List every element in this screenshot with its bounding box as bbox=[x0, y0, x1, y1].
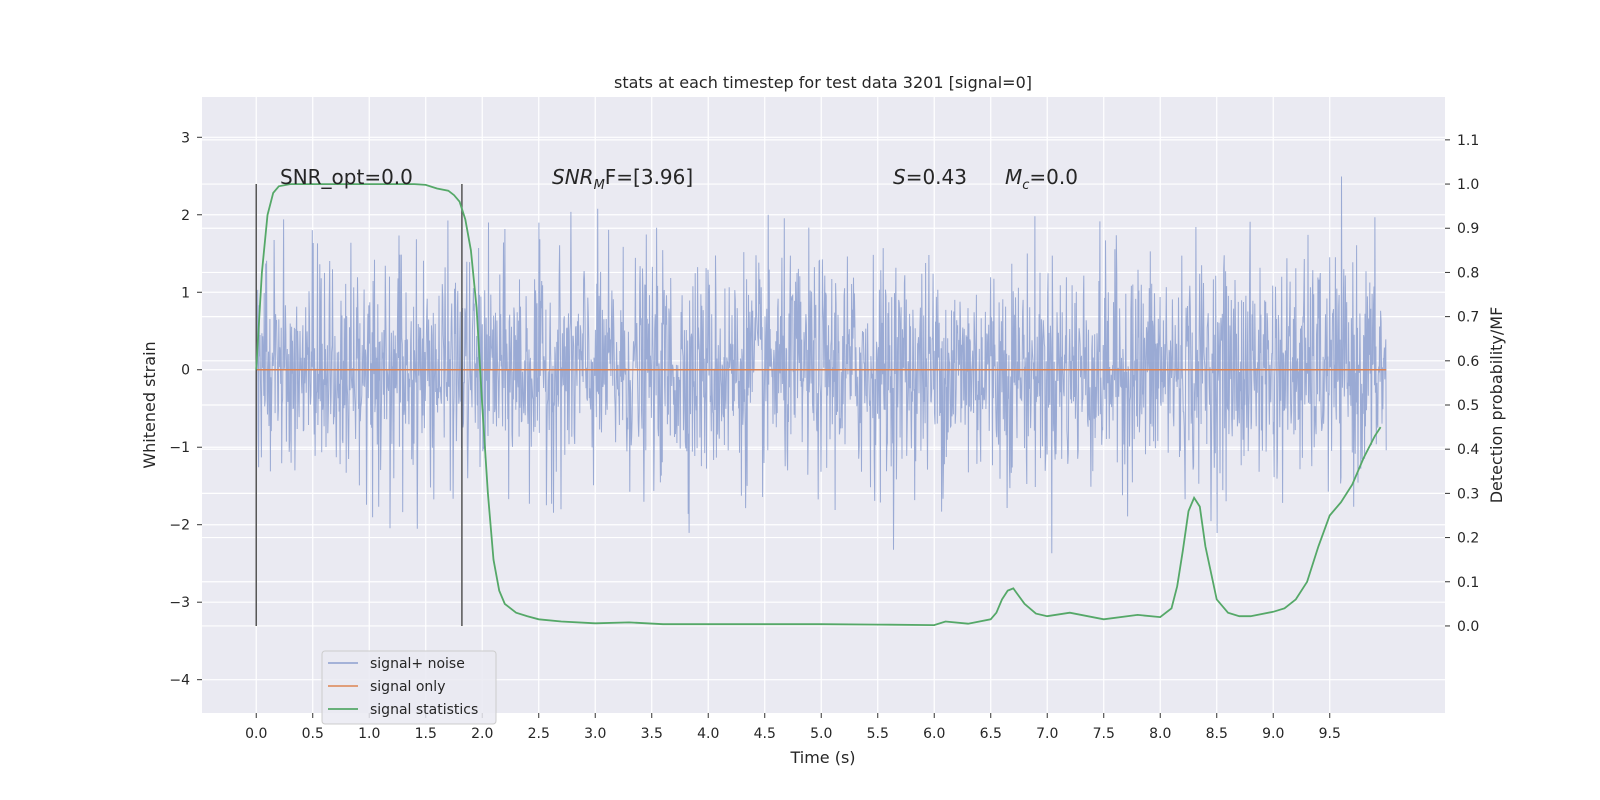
x-axis-label: Time (s) bbox=[789, 748, 855, 767]
y2-tick-label: 0.6 bbox=[1457, 354, 1479, 370]
annotation-snr-mf: SNRMF=[3.96] bbox=[552, 165, 693, 193]
legend-label-noise: signal+ noise bbox=[370, 656, 465, 672]
y-tick-labels: 3 2 1 0 −1 −2 −3 −4 bbox=[169, 130, 202, 689]
x-tick-label: 2.0 bbox=[471, 726, 493, 742]
window-markers bbox=[255, 184, 463, 626]
y-tick-label: −1 bbox=[169, 440, 190, 456]
signal-noise-series bbox=[255, 176, 1387, 554]
x-tick-label: 1.0 bbox=[358, 726, 380, 742]
y2-tick-label: 0.8 bbox=[1457, 265, 1479, 281]
y2-tick-label: 0.9 bbox=[1457, 221, 1479, 237]
x-tick-label: 4.0 bbox=[697, 726, 719, 742]
y-tick-label: 2 bbox=[181, 208, 190, 224]
x-tick-label: 3.0 bbox=[584, 726, 606, 742]
y2-tick-label: 0.5 bbox=[1457, 398, 1479, 414]
annotation-mc: Mc=0.0 bbox=[1005, 165, 1078, 193]
legend: signal+ noise signal only signal statist… bbox=[321, 650, 497, 725]
x-tick-label: 4.5 bbox=[754, 726, 776, 742]
annotation-s: S=0.43 bbox=[893, 165, 967, 189]
y2-tick-label: 0.7 bbox=[1457, 310, 1479, 326]
y-axis-label: Whitened strain bbox=[140, 341, 159, 468]
x-tick-label: 6.5 bbox=[980, 726, 1002, 742]
x-tick-label: 9.0 bbox=[1262, 726, 1284, 742]
y2-tick-label: 1.1 bbox=[1457, 133, 1479, 149]
x-tick-labels: 0.0 0.5 1.0 1.5 2.0 2.5 3.0 3.5 4.0 4.5 5.0 5.5 6.0 6… bbox=[245, 713, 1341, 742]
y-tick-label: 1 bbox=[181, 285, 190, 301]
x-tick-label: 9.5 bbox=[1319, 726, 1341, 742]
y2-tick-label: 1.0 bbox=[1457, 177, 1479, 193]
y-tick-label: −3 bbox=[169, 595, 190, 611]
x-tick-label: 7.5 bbox=[1093, 726, 1115, 742]
x-tick-label: 5.5 bbox=[867, 726, 889, 742]
y-tick-label: 0 bbox=[181, 363, 190, 379]
legend-box bbox=[321, 650, 497, 725]
y2-tick-labels: 1.1 1.0 0.9 0.8 0.7 0.6 0.5 0.4 0.3 0.2 0.1 0.0 bbox=[1445, 133, 1479, 635]
y-tick-label: −4 bbox=[169, 673, 190, 689]
x-tick-label: 1.5 bbox=[415, 726, 437, 742]
x-tick-label: 2.5 bbox=[528, 726, 550, 742]
y2-tick-label: 0.1 bbox=[1457, 575, 1479, 591]
x-tick-label: 6.0 bbox=[923, 726, 945, 742]
y-tick-label: −2 bbox=[169, 518, 190, 534]
legend-label-stats: signal statistics bbox=[370, 702, 478, 718]
x-tick-label: 5.0 bbox=[810, 726, 832, 742]
y2-tick-label: 0.2 bbox=[1457, 531, 1479, 547]
x-tick-label: 8.0 bbox=[1149, 726, 1171, 742]
annotation-snr-opt: SNR_opt=0.0 bbox=[280, 165, 413, 189]
signal-noise-trace bbox=[255, 176, 1387, 554]
x-tick-label: 7.0 bbox=[1036, 726, 1058, 742]
chart-title: stats at each timestep for test data 320… bbox=[614, 73, 1032, 92]
x-tick-label: 8.5 bbox=[1206, 726, 1228, 742]
x-tick-label: 0.5 bbox=[302, 726, 324, 742]
y2-axis-label: Detection probability/MF bbox=[1487, 307, 1506, 504]
legend-label-signal: signal only bbox=[370, 679, 445, 695]
y2-tick-label: 0.0 bbox=[1457, 619, 1479, 635]
y2-tick-label: 0.3 bbox=[1457, 486, 1479, 502]
signal-statistics-series bbox=[255, 183, 1382, 627]
x-tick-label: 3.5 bbox=[641, 726, 663, 742]
y2-tick-label: 0.4 bbox=[1457, 442, 1479, 458]
x-tick-label: 0.0 bbox=[245, 726, 267, 742]
y-tick-label: 3 bbox=[181, 130, 190, 146]
